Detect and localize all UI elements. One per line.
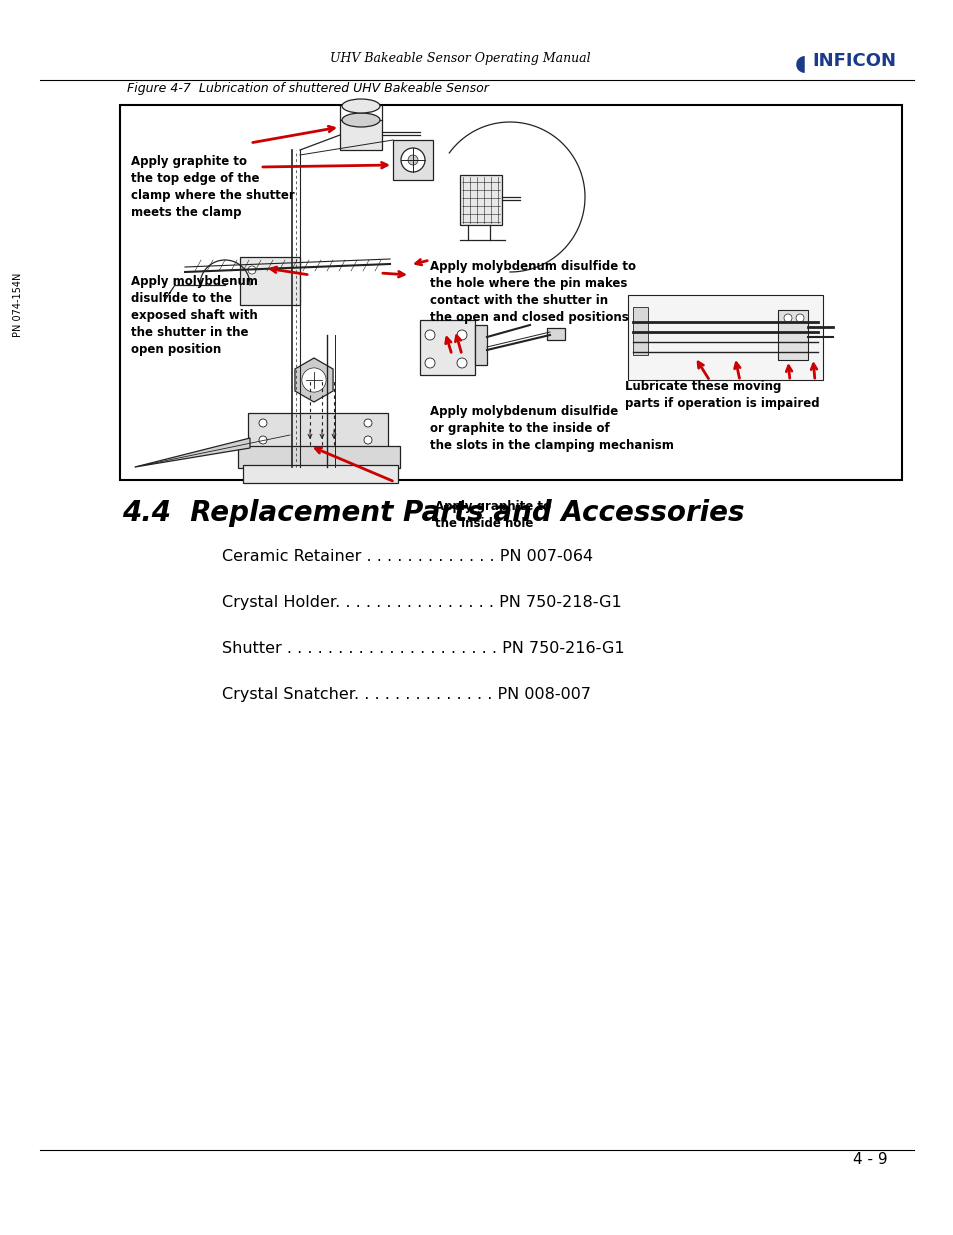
Bar bbox=[339, 120, 381, 149]
Text: Apply graphite to
the inside hole: Apply graphite to the inside hole bbox=[435, 500, 551, 530]
Circle shape bbox=[783, 314, 791, 322]
Text: Ceramic Retainer . . . . . . . . . . . . . PN 007-064: Ceramic Retainer . . . . . . . . . . . .… bbox=[222, 550, 593, 564]
Text: Crystal Snatcher. . . . . . . . . . . . . . PN 008-007: Crystal Snatcher. . . . . . . . . . . . … bbox=[222, 687, 590, 701]
Bar bbox=[627, 295, 822, 380]
Text: ◖: ◖ bbox=[794, 53, 806, 73]
Bar bbox=[248, 412, 388, 448]
Circle shape bbox=[258, 419, 267, 427]
Bar bbox=[633, 308, 647, 354]
Text: Apply molybdenum disulfide to
the hole where the pin makes
contact with the shut: Apply molybdenum disulfide to the hole w… bbox=[430, 261, 636, 324]
Bar bbox=[393, 140, 433, 180]
Circle shape bbox=[456, 330, 467, 340]
Text: INFICON: INFICON bbox=[811, 52, 895, 70]
Bar bbox=[243, 466, 397, 483]
Text: UHV Bakeable Sensor Operating Manual: UHV Bakeable Sensor Operating Manual bbox=[330, 52, 590, 65]
Circle shape bbox=[456, 358, 467, 368]
Polygon shape bbox=[294, 358, 333, 403]
Text: Apply molybdenum disulfide
or graphite to the inside of
the slots in the clampin: Apply molybdenum disulfide or graphite t… bbox=[430, 405, 673, 452]
Bar bbox=[120, 105, 901, 480]
Bar bbox=[240, 257, 299, 305]
Bar bbox=[459, 175, 501, 225]
Text: Shutter . . . . . . . . . . . . . . . . . . . . . PN 750-216-G1: Shutter . . . . . . . . . . . . . . . . … bbox=[222, 641, 624, 656]
Circle shape bbox=[424, 330, 435, 340]
Text: Apply graphite to
the top edge of the
clamp where the shutter
meets the clamp: Apply graphite to the top edge of the cl… bbox=[131, 156, 294, 219]
Ellipse shape bbox=[341, 99, 379, 112]
Text: Crystal Holder. . . . . . . . . . . . . . . . PN 750-218-G1: Crystal Holder. . . . . . . . . . . . . … bbox=[222, 595, 621, 610]
Circle shape bbox=[795, 314, 803, 322]
Circle shape bbox=[408, 156, 417, 165]
Ellipse shape bbox=[341, 112, 379, 127]
Circle shape bbox=[248, 266, 255, 274]
Text: Figure 4-7  Lubrication of shuttered UHV Bakeable Sensor: Figure 4-7 Lubrication of shuttered UHV … bbox=[127, 82, 488, 95]
Text: 4 - 9: 4 - 9 bbox=[852, 1152, 886, 1167]
Text: Apply molybdenum
disulfide to the
exposed shaft with
the shutter in the
open pos: Apply molybdenum disulfide to the expose… bbox=[131, 275, 257, 356]
Bar bbox=[237, 446, 399, 468]
Polygon shape bbox=[135, 438, 250, 467]
Text: Lubricate these moving
parts if operation is impaired: Lubricate these moving parts if operatio… bbox=[624, 380, 819, 410]
Bar bbox=[475, 325, 486, 366]
Circle shape bbox=[258, 436, 267, 445]
Bar bbox=[778, 310, 807, 359]
Circle shape bbox=[301, 368, 326, 391]
Circle shape bbox=[424, 358, 435, 368]
Circle shape bbox=[400, 148, 424, 172]
Bar bbox=[546, 329, 564, 340]
Text: 4.4  Replacement Parts and Accessories: 4.4 Replacement Parts and Accessories bbox=[122, 499, 743, 527]
Circle shape bbox=[364, 436, 372, 445]
Bar bbox=[419, 320, 475, 375]
Text: PN 074-154N: PN 074-154N bbox=[13, 273, 23, 337]
Circle shape bbox=[364, 419, 372, 427]
